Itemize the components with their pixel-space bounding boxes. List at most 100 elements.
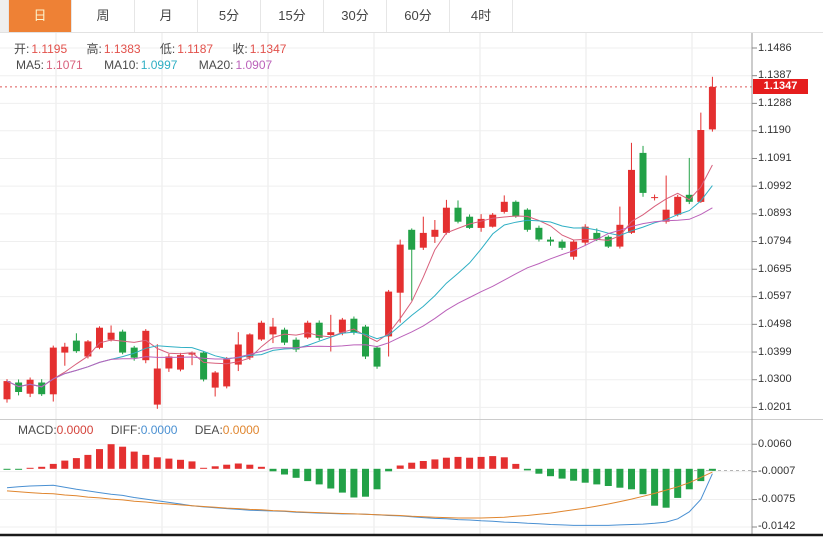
macd-bar xyxy=(304,468,312,482)
candle[interactable] xyxy=(442,199,450,235)
y-axis-label: 1.1486 xyxy=(758,41,792,54)
candle[interactable] xyxy=(547,236,554,246)
candle[interactable] xyxy=(304,320,312,339)
candle[interactable] xyxy=(466,214,474,229)
ma-readout: MA5: 1.1071 MA10: 1.0997 MA20: 1.0907 xyxy=(14,58,288,72)
macd-bar xyxy=(385,468,393,472)
candle[interactable] xyxy=(107,325,115,342)
candle[interactable] xyxy=(489,213,497,228)
macd-bar xyxy=(419,461,427,469)
candle[interactable] xyxy=(408,228,416,301)
candle[interactable] xyxy=(177,352,184,372)
macd-bar xyxy=(142,454,150,469)
tab-5min[interactable]: 5分 xyxy=(198,0,261,32)
macd-bar xyxy=(292,468,300,478)
candle[interactable] xyxy=(26,377,34,398)
candle[interactable] xyxy=(616,206,624,249)
low-readout: 低: 1.1187 xyxy=(159,42,214,56)
ma5-line xyxy=(6,164,713,388)
candle[interactable] xyxy=(15,379,23,396)
macd-bar xyxy=(466,457,474,469)
tab-30min[interactable]: 30分 xyxy=(324,0,387,32)
candle[interactable] xyxy=(72,333,80,353)
macd-bar xyxy=(708,468,716,471)
tab-60min[interactable]: 60分 xyxy=(387,0,450,32)
macd-bar xyxy=(500,457,508,469)
candle[interactable] xyxy=(315,320,323,341)
candle[interactable] xyxy=(512,200,520,218)
macd-bar xyxy=(281,468,288,475)
macd-bar xyxy=(535,468,543,474)
candle[interactable] xyxy=(639,145,647,197)
tab-week[interactable]: 周 xyxy=(72,0,135,32)
candle[interactable] xyxy=(269,317,277,344)
macd-bar xyxy=(350,468,358,498)
macd-bar xyxy=(177,459,184,469)
candle[interactable] xyxy=(292,337,300,353)
macd-bar xyxy=(523,468,531,471)
timeframe-tabs: 日 周 月 5分 15分 30分 60分 4时 xyxy=(0,0,823,33)
macd-bar xyxy=(257,466,265,469)
macd-bar xyxy=(211,466,219,469)
tab-day[interactable]: 日 xyxy=(9,0,72,32)
macd-bar xyxy=(408,462,416,469)
ma20-line xyxy=(6,207,713,388)
macd-bar xyxy=(616,468,624,488)
macd-bar xyxy=(246,464,254,469)
candle[interactable] xyxy=(628,142,635,235)
candle[interactable] xyxy=(153,344,161,409)
candle[interactable] xyxy=(454,200,462,224)
candle[interactable] xyxy=(257,320,265,341)
candle[interactable] xyxy=(674,194,682,217)
y-axis-label: 1.0992 xyxy=(758,179,792,192)
candle[interactable] xyxy=(142,329,150,364)
macd-bar xyxy=(593,468,601,485)
candle[interactable] xyxy=(570,239,578,260)
ma20-readout: MA20: 1.0907 xyxy=(198,58,273,72)
candle[interactable] xyxy=(662,175,670,224)
candle[interactable] xyxy=(535,225,543,242)
tab-15min[interactable]: 15分 xyxy=(261,0,324,32)
candles-layer[interactable] xyxy=(3,76,716,409)
candle[interactable] xyxy=(188,351,196,366)
high-readout: 高: 1.1383 xyxy=(86,42,141,56)
macd-bar xyxy=(200,467,208,469)
candle[interactable] xyxy=(96,326,103,350)
candle[interactable] xyxy=(211,371,219,397)
candle[interactable] xyxy=(385,289,393,357)
candle[interactable] xyxy=(38,379,46,396)
candle[interactable] xyxy=(581,224,589,245)
candle[interactable] xyxy=(61,342,69,366)
candle[interactable] xyxy=(165,353,173,372)
macd-bar xyxy=(489,456,497,469)
candle[interactable] xyxy=(651,194,659,201)
candle[interactable] xyxy=(558,239,566,250)
macd-bar xyxy=(119,446,127,469)
macd-bar xyxy=(72,458,80,469)
candle[interactable] xyxy=(49,345,57,402)
y-axis-label: -0.0007 xyxy=(758,465,796,478)
candle[interactable] xyxy=(234,332,242,372)
candle[interactable] xyxy=(419,216,427,250)
candle[interactable] xyxy=(604,235,612,248)
candle[interactable] xyxy=(431,220,439,243)
candle[interactable] xyxy=(396,239,404,323)
tab-4hour[interactable]: 4时 xyxy=(450,0,513,32)
candle[interactable] xyxy=(373,345,381,369)
candle[interactable] xyxy=(119,329,127,355)
candle[interactable] xyxy=(697,112,705,203)
candle[interactable] xyxy=(281,327,288,346)
candle[interactable] xyxy=(200,351,208,382)
candle[interactable] xyxy=(708,76,716,132)
candle[interactable] xyxy=(223,357,231,389)
candle[interactable] xyxy=(500,195,508,214)
candle[interactable] xyxy=(362,324,369,360)
candle[interactable] xyxy=(477,214,485,232)
ma10-readout: MA10: 1.0997 xyxy=(104,58,178,72)
candle[interactable] xyxy=(3,379,11,403)
tab-month[interactable]: 月 xyxy=(135,0,198,32)
candle[interactable] xyxy=(327,314,335,352)
candle[interactable] xyxy=(685,157,693,205)
